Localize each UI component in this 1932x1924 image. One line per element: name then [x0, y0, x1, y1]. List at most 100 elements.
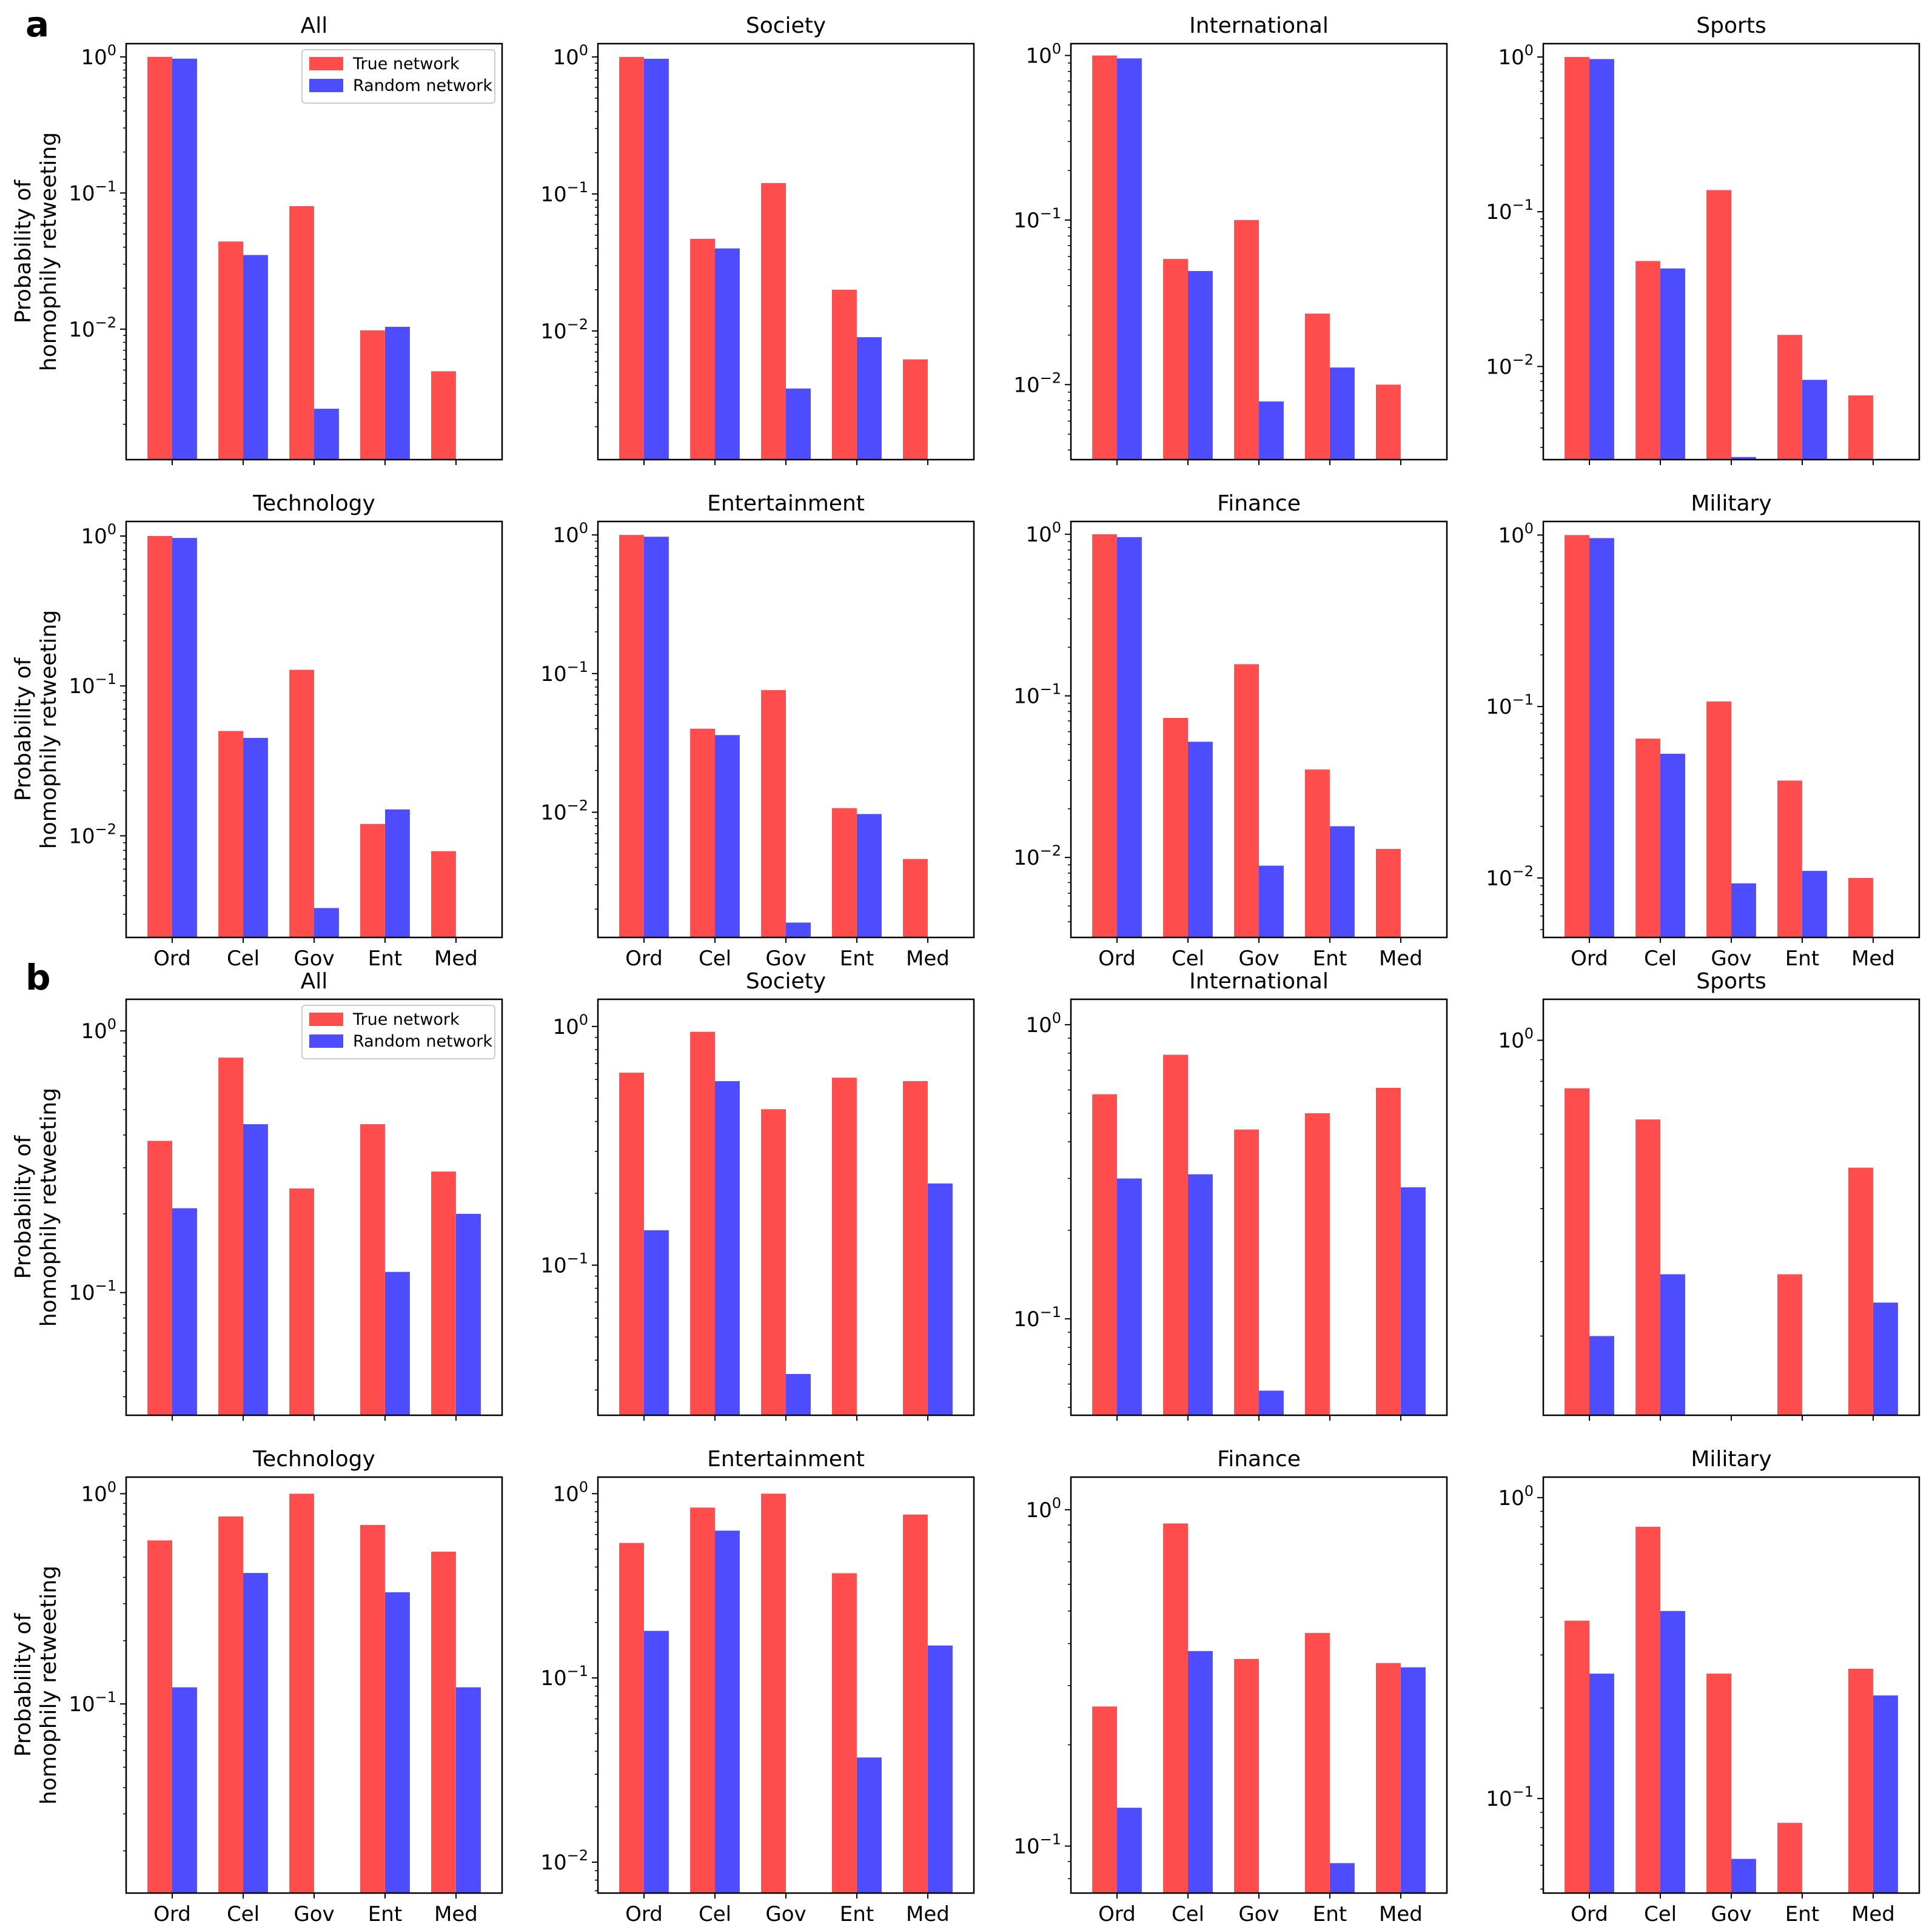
chart-b-all-legend-swatch-random-network [309, 1034, 343, 1048]
chart-b-society-bar-true-network-ord [619, 1073, 644, 1415]
chart-a-all-bar-random-network-cel [243, 255, 268, 460]
chart-a-international-bar-random-network-ord [1117, 58, 1142, 460]
chart-a-military-bar-random-network-ord [1589, 538, 1614, 937]
chart-b-international-bar-random-network-cel [1188, 1175, 1213, 1415]
chart-a-sports-ytick-label: 10−2 [1486, 351, 1534, 379]
chart-b-technology-title: Technology [252, 1447, 375, 1472]
chart-a-society-ytick-label: 10−1 [540, 179, 588, 207]
chart-b-all-ytick-label: 100 [81, 1016, 116, 1044]
chart-a-military-ytick-label: 10−1 [1486, 691, 1534, 719]
chart-a-society-bar-true-network-med [903, 360, 928, 460]
chart-a-military-xtick-label-cel: Cel [1644, 947, 1677, 971]
chart-a-all-ylabel-line-1: Probability of [11, 179, 36, 323]
chart-b-society-bar-true-network-med [903, 1081, 928, 1415]
charts-container: All 100 10−1 10−2 Probability of homophily re… [11, 13, 1919, 1924]
chart-b-society-bar-true-network-ent [832, 1078, 857, 1415]
chart-b-entertainment-bar-random-network-ord [644, 1631, 669, 1893]
chart-b-all-bar-random-network-cel [243, 1124, 268, 1415]
chart-b-technology-xtick-label-med: Med [434, 1902, 478, 1924]
chart-a-entertainment-bar-true-network-gov [761, 690, 786, 937]
chart-b-military: Military Ord Cel Gov Ent Med 100 10−1 [1486, 1447, 1919, 1924]
chart-a-technology-ytick-label: 10−1 [69, 671, 116, 699]
chart-a-international-ytick-label: 10−2 [1013, 369, 1061, 397]
chart-a-technology-bar-true-network-ord [147, 536, 172, 937]
chart-a-all-bar-random-network-ent [385, 327, 410, 460]
chart-b-technology-xtick-label-ord: Ord [153, 1902, 191, 1924]
chart-b-sports-bar-random-network-med [1873, 1302, 1898, 1415]
chart-a-all-bar-random-network-gov [314, 409, 339, 460]
chart-b-all-bar-random-network-ord [172, 1208, 197, 1415]
chart-b-entertainment-xtick-label-cel: Cel [699, 1902, 731, 1924]
chart-b-sports-bar-true-network-ent [1777, 1275, 1802, 1416]
chart-a-entertainment-ytick-label: 10−2 [540, 797, 588, 825]
chart-a-all-legend-label-true-network: True network [352, 55, 460, 73]
chart-a-finance-bar-true-network-ord [1092, 534, 1117, 937]
chart-b-international-bar-random-network-gov [1259, 1390, 1284, 1415]
chart-a-international-bar-true-network-cel [1163, 259, 1188, 460]
chart-a-technology-ylabel-line-2: homophily retweeting [36, 610, 61, 849]
chart-b-society: Society10010−1 [540, 969, 974, 1421]
chart-b-all-bar-true-network-cel [218, 1058, 243, 1415]
chart-a-finance-bar-random-network-ord [1117, 537, 1142, 937]
chart-b-sports-bar-true-network-ord [1565, 1088, 1589, 1415]
chart-b-sports-ytick-label: 100 [1498, 1025, 1534, 1053]
chart-b-finance-title: Finance [1217, 1447, 1301, 1472]
chart-a-all-title: All [301, 13, 328, 38]
chart-a-entertainment-xtick-label-ord: Ord [625, 947, 663, 971]
chart-b-international-ytick-label: 10−1 [1013, 1304, 1061, 1332]
chart-b-technology-bar-true-network-cel [218, 1517, 243, 1893]
chart-a-society-bar-true-network-ord [619, 57, 644, 460]
chart-b-all-legend-label-random-network: Random network [353, 1032, 492, 1051]
chart-b-all: All 100 10−1 Probability of homophily retwee… [11, 969, 502, 1421]
chart-b-all-legend-swatch-true-network [309, 1013, 343, 1026]
chart-a-sports-ytick-label: 100 [1498, 42, 1534, 70]
chart-a-entertainment-xtick-label-ent: Ent [840, 947, 874, 971]
chart-a-all-bar-random-network-ord [172, 59, 197, 460]
chart-b-all-legend: True networkRandom network [302, 1005, 495, 1059]
chart-b-technology-bar-true-network-gov [289, 1493, 314, 1893]
chart-b-entertainment-bar-true-network-ent [832, 1574, 857, 1894]
chart-b-finance-ytick-label: 10−1 [1013, 1831, 1061, 1859]
chart-a-all-legend-label-random-network: Random network [353, 76, 492, 95]
chart-a-all-ytick-label: 10−1 [69, 178, 116, 206]
chart-a-sports-bar-true-network-ent [1777, 335, 1802, 460]
chart-a-international-bar-random-network-gov [1259, 401, 1284, 460]
chart-a-international-bar-random-network-cel [1188, 271, 1213, 460]
chart-b-military-bar-true-network-gov [1706, 1674, 1731, 1893]
chart-b-all-bar-random-network-ent [385, 1272, 410, 1415]
chart-b-military-bar-true-network-med [1848, 1669, 1873, 1893]
chart-a-technology-xtick-label-med: Med [434, 947, 478, 971]
chart-b-technology-ylabel-line-1: Probability of [11, 1612, 36, 1757]
chart-b-society-ytick-label: 100 [552, 1011, 588, 1039]
chart-b-international-bar-true-network-cel [1163, 1055, 1188, 1416]
chart-a-entertainment: EntertainmentOrd Cel Gov Ent Med10010−110−2 [540, 491, 974, 971]
chart-a-all-bar-true-network-ent [360, 330, 385, 460]
panel-label-b: b [25, 957, 51, 998]
chart-b-all-bar-random-network-med [456, 1214, 481, 1415]
chart-b-technology-bar-random-network-ent [385, 1592, 410, 1893]
chart-a-society-ytick-label: 10−2 [540, 316, 588, 344]
chart-a-all-legend-swatch-true-network [309, 57, 343, 70]
chart-a-entertainment-bar-random-network-cel [715, 735, 740, 937]
chart-b-entertainment-xtick-label-med: Med [906, 1902, 950, 1924]
chart-b-sports: Sports100 [1498, 969, 1919, 1421]
chart-a-military-bar-true-network-ord [1565, 535, 1589, 937]
chart-b-finance-bar-true-network-ent [1305, 1633, 1330, 1893]
chart-a-technology-bar-true-network-cel [218, 731, 243, 937]
chart-b-finance-bar-true-network-gov [1234, 1659, 1259, 1893]
chart-a-finance-xtick-label-cel: Cel [1172, 947, 1204, 971]
chart-b-technology-bar-random-network-ord [172, 1688, 197, 1893]
chart-b-finance-bar-random-network-ord [1117, 1808, 1142, 1893]
chart-a-entertainment-bar-random-network-gov [786, 923, 811, 938]
chart-b-sports-bar-random-network-ord [1589, 1336, 1614, 1415]
chart-b-finance-xtick-label-ord: Ord [1098, 1902, 1136, 1924]
chart-a-society-bar-random-network-ord [644, 59, 669, 460]
chart-b-society-bar-true-network-gov [761, 1109, 786, 1415]
chart-b-finance-xtick-label-cel: Cel [1172, 1902, 1204, 1924]
chart-a-finance-xtick-label-ord: Ord [1098, 947, 1136, 971]
chart-a-entertainment-title: Entertainment [707, 491, 865, 516]
chart-a-society-ytick-label: 100 [552, 42, 588, 70]
chart-b-entertainment-bar-random-network-ent [857, 1757, 882, 1893]
chart-a-international: International 100 10−1 10−2 [1013, 13, 1447, 465]
chart-a-society-bar-true-network-ent [832, 290, 857, 460]
